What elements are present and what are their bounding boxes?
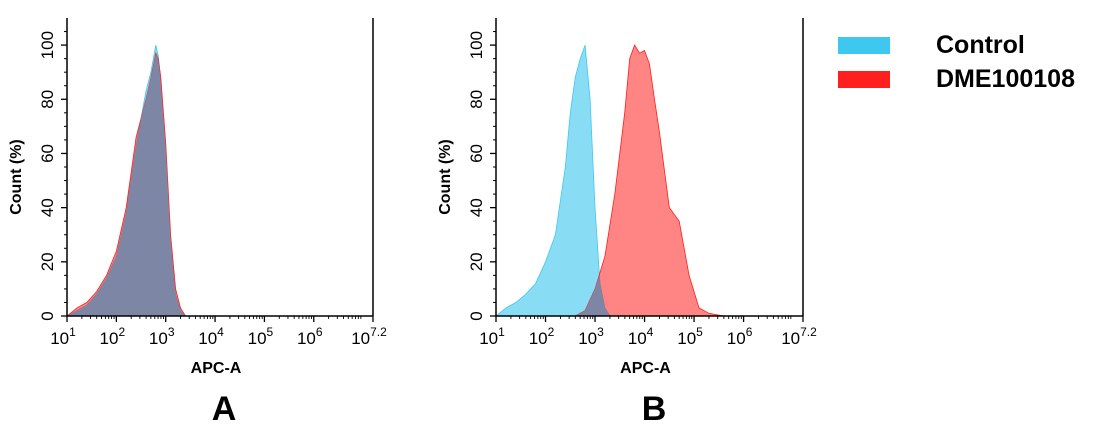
x-tick-label-b-7.2: 107.2 xyxy=(781,325,817,348)
y-tick-label-a-0: 0 xyxy=(38,311,57,320)
panel-b: 0 20 40 60 80 100 101 102 103 104 105 106 107.2 APC-A… xyxy=(437,18,817,377)
y-tick-label-b-20: 20 xyxy=(467,252,486,271)
legend-label-control: Control xyxy=(936,31,1025,59)
panel-label-a: A xyxy=(212,390,237,428)
x-tick-label-a-6: 106 xyxy=(297,325,323,348)
overlap-area-b xyxy=(575,275,615,316)
legend-swatch-control xyxy=(838,37,890,54)
panel-a: 0 20 40 60 80 100 101 102 103 104 105 106 107.2 APC-A… xyxy=(8,18,387,377)
series-area-control-b xyxy=(494,44,615,317)
y-tick-label-a-60: 60 xyxy=(38,144,57,163)
x-tick-label-a-5: 105 xyxy=(248,325,274,348)
y-tick-label-b-60: 60 xyxy=(467,144,486,163)
y-tick-label-b-0: 0 xyxy=(467,311,486,320)
x-tick-label-b-3: 103 xyxy=(578,325,604,348)
x-tick-label-a-3: 103 xyxy=(149,325,175,348)
legend-label-dme100108: DME100108 xyxy=(936,65,1075,93)
panel-label-b: B xyxy=(642,390,667,428)
x-tick-label-b-1: 101 xyxy=(479,325,505,348)
x-tick-label-a-1: 101 xyxy=(50,325,76,348)
y-tick-label-b-100: 100 xyxy=(467,31,486,59)
y-axis-title-b: Count (%) xyxy=(437,139,454,215)
series-area-dme100108-b xyxy=(575,44,744,317)
y-axis-title-a: Count (%) xyxy=(8,139,25,215)
x-tick-label-a-7.2: 107.2 xyxy=(351,325,387,348)
y-tick-label-b-80: 80 xyxy=(467,90,486,109)
y-tick-label-a-20: 20 xyxy=(38,252,57,271)
legend-swatch-dme100108 xyxy=(838,71,890,88)
legend: Control DME100108 xyxy=(838,31,1075,93)
y-tick-label-a-100: 100 xyxy=(38,31,57,59)
x-tick-label-a-2: 102 xyxy=(100,325,126,348)
x-axis-title-a: APC-A xyxy=(191,360,242,377)
x-axis-title-b: APC-A xyxy=(620,360,671,377)
y-tick-label-b-40: 40 xyxy=(467,198,486,217)
x-tick-label-a-4: 104 xyxy=(198,325,224,348)
x-tick-label-b-5: 105 xyxy=(677,325,703,348)
x-tick-label-b-4: 104 xyxy=(628,325,654,348)
y-tick-label-a-40: 40 xyxy=(38,198,57,217)
overlap-area-a xyxy=(67,54,191,316)
y-tick-label-a-80: 80 xyxy=(38,90,57,109)
x-tick-label-b-6: 106 xyxy=(727,325,753,348)
x-tick-label-b-2: 102 xyxy=(529,325,555,348)
